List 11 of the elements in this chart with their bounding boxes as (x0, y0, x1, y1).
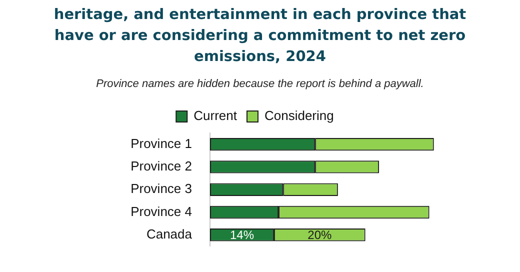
chart-subtitle: Province names are hidden because the report is behind a paywall. (95, 78, 425, 90)
legend-label: Considering (264, 108, 334, 124)
y-tick-label: Province 4 (130, 204, 192, 219)
chart-title: heritage, and entertainment in each province that have or are considering a commitment to net zero emissions, 2024 (52, 6, 468, 67)
data-label: 14% (230, 228, 254, 242)
y-tick-label: Province 2 (130, 158, 192, 174)
y-tick-label: Canada (146, 226, 193, 242)
data-label: 20% (308, 228, 332, 242)
y-tick-label: Province 1 (130, 136, 192, 151)
legend-label: Current (194, 108, 238, 124)
y-tick-label: Province 3 (130, 181, 192, 196)
